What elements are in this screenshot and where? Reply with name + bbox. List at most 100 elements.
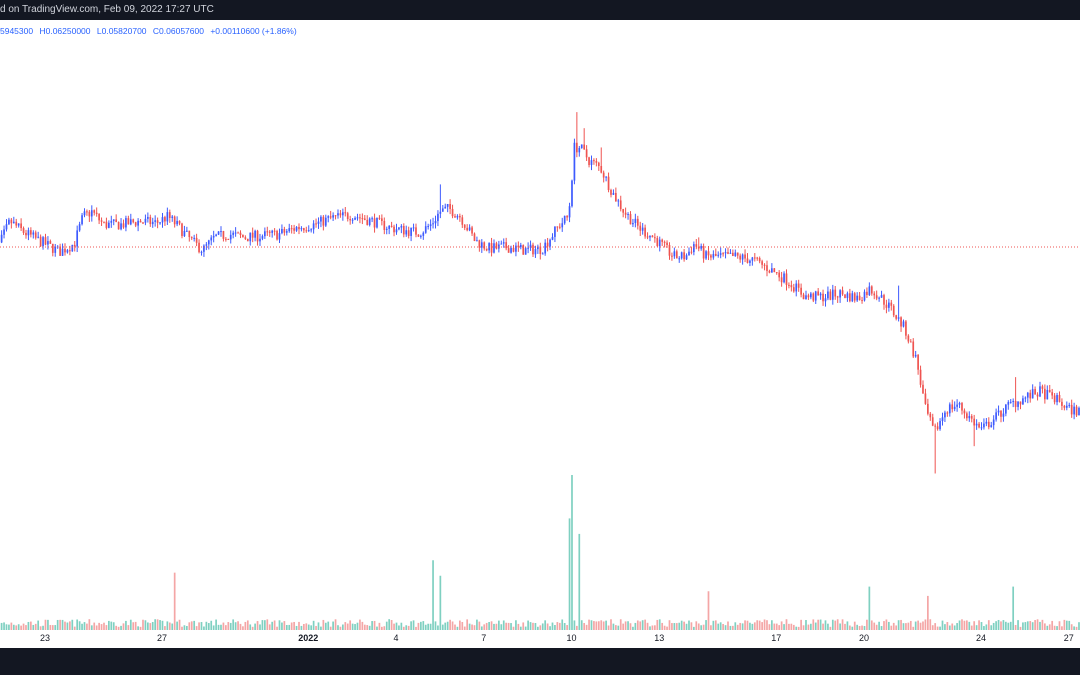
volume-bar bbox=[193, 620, 196, 630]
candle-body bbox=[619, 200, 622, 210]
candle-body bbox=[1041, 386, 1044, 389]
candle-body bbox=[273, 230, 276, 232]
volume-bar bbox=[203, 626, 205, 630]
volume-bar bbox=[537, 626, 539, 630]
candle-body bbox=[668, 245, 671, 256]
candle-body bbox=[495, 243, 498, 249]
volume-bar bbox=[164, 626, 166, 630]
candle-body bbox=[839, 290, 841, 298]
candle-body bbox=[561, 223, 564, 228]
volume-bar bbox=[673, 623, 676, 630]
candle-body bbox=[507, 248, 510, 253]
candle-body bbox=[771, 268, 773, 273]
candle-body bbox=[756, 257, 759, 259]
volume-bar bbox=[415, 626, 417, 630]
volume-bar bbox=[441, 624, 444, 630]
volume-bar bbox=[56, 619, 59, 630]
candle-body bbox=[539, 246, 542, 254]
volume-bar bbox=[651, 625, 654, 630]
volume-bar bbox=[658, 619, 661, 630]
candle-body bbox=[468, 227, 471, 231]
candle-body bbox=[693, 244, 695, 253]
candle-body bbox=[422, 232, 425, 236]
candle-body bbox=[622, 209, 625, 213]
candle-body bbox=[351, 219, 354, 221]
candle-body bbox=[714, 253, 717, 256]
candle-body bbox=[588, 157, 590, 165]
candle-body bbox=[366, 219, 369, 225]
candle-body bbox=[712, 253, 715, 258]
candle-body bbox=[1070, 404, 1073, 415]
candle-body bbox=[829, 291, 832, 300]
volume-bar bbox=[576, 625, 578, 630]
candle-body bbox=[595, 160, 598, 163]
x-axis: 2327202247101317202427Feb47 bbox=[40, 633, 1074, 643]
volume-bar bbox=[888, 621, 890, 630]
candle-body bbox=[973, 418, 976, 426]
volume-bar bbox=[1002, 620, 1005, 630]
candle-body bbox=[944, 412, 946, 418]
candle-body bbox=[207, 240, 210, 245]
volume-bar bbox=[471, 624, 473, 630]
volume-bar bbox=[317, 622, 320, 630]
volume-bar bbox=[661, 622, 664, 630]
candle-body bbox=[349, 218, 352, 221]
candle-body bbox=[400, 226, 403, 228]
volume-bar bbox=[641, 620, 644, 630]
candle-body bbox=[975, 423, 978, 426]
candle-body bbox=[1068, 404, 1071, 406]
volume-bar bbox=[987, 620, 990, 630]
volume-bar bbox=[108, 620, 110, 630]
volume-bar bbox=[700, 625, 703, 630]
candle-body bbox=[663, 241, 666, 243]
candle-body bbox=[541, 253, 544, 255]
volume-bar bbox=[549, 626, 551, 630]
candle-body bbox=[961, 403, 963, 411]
volume-bar bbox=[722, 623, 724, 630]
volume-bar bbox=[69, 621, 71, 630]
volume-bar bbox=[790, 623, 793, 630]
candle-body bbox=[402, 226, 405, 235]
ohlc-legend: 5945300 H0.06250000 L0.05820700 C0.06057… bbox=[0, 24, 301, 38]
candlestick-chart[interactable]: 2327202247101317202427Feb47 bbox=[0, 20, 1080, 648]
volume-bar bbox=[1051, 620, 1054, 630]
candle-body bbox=[788, 284, 790, 286]
volume-bar bbox=[49, 624, 52, 630]
volume-bar bbox=[695, 621, 698, 630]
volume-bar bbox=[622, 623, 625, 630]
candle-body bbox=[71, 244, 74, 252]
candle-body bbox=[249, 232, 252, 242]
volume-bar bbox=[427, 623, 430, 630]
volume-bar bbox=[739, 622, 742, 630]
volume-bar bbox=[105, 625, 108, 630]
candle-body bbox=[427, 226, 430, 228]
candle-body bbox=[395, 229, 398, 233]
volume-bar bbox=[546, 623, 549, 630]
volume-bar bbox=[488, 622, 490, 630]
candle-body bbox=[870, 286, 873, 294]
candle-body bbox=[300, 228, 303, 230]
volume-bar bbox=[405, 625, 408, 630]
volume-bar bbox=[978, 620, 980, 630]
candle-body bbox=[132, 219, 135, 223]
candle-body bbox=[573, 142, 576, 181]
candle-body bbox=[717, 254, 720, 256]
volume-bar bbox=[802, 625, 805, 630]
candle-body bbox=[344, 212, 347, 214]
volume-bar bbox=[171, 623, 174, 630]
candle-body bbox=[558, 226, 561, 228]
volume-bar bbox=[186, 625, 188, 630]
volume-bar bbox=[51, 625, 54, 630]
volume-bar bbox=[305, 623, 308, 630]
candle-body bbox=[161, 217, 164, 223]
volume-bar bbox=[819, 619, 822, 630]
volume-bar bbox=[795, 626, 798, 630]
volume-bar bbox=[439, 575, 442, 630]
volume-bar bbox=[761, 622, 763, 630]
volume-bar bbox=[788, 623, 790, 630]
candle-body bbox=[256, 230, 259, 242]
candle-body bbox=[678, 258, 681, 260]
volume-bar bbox=[629, 623, 632, 630]
volume-bar bbox=[763, 619, 766, 630]
candle-body bbox=[137, 220, 139, 226]
